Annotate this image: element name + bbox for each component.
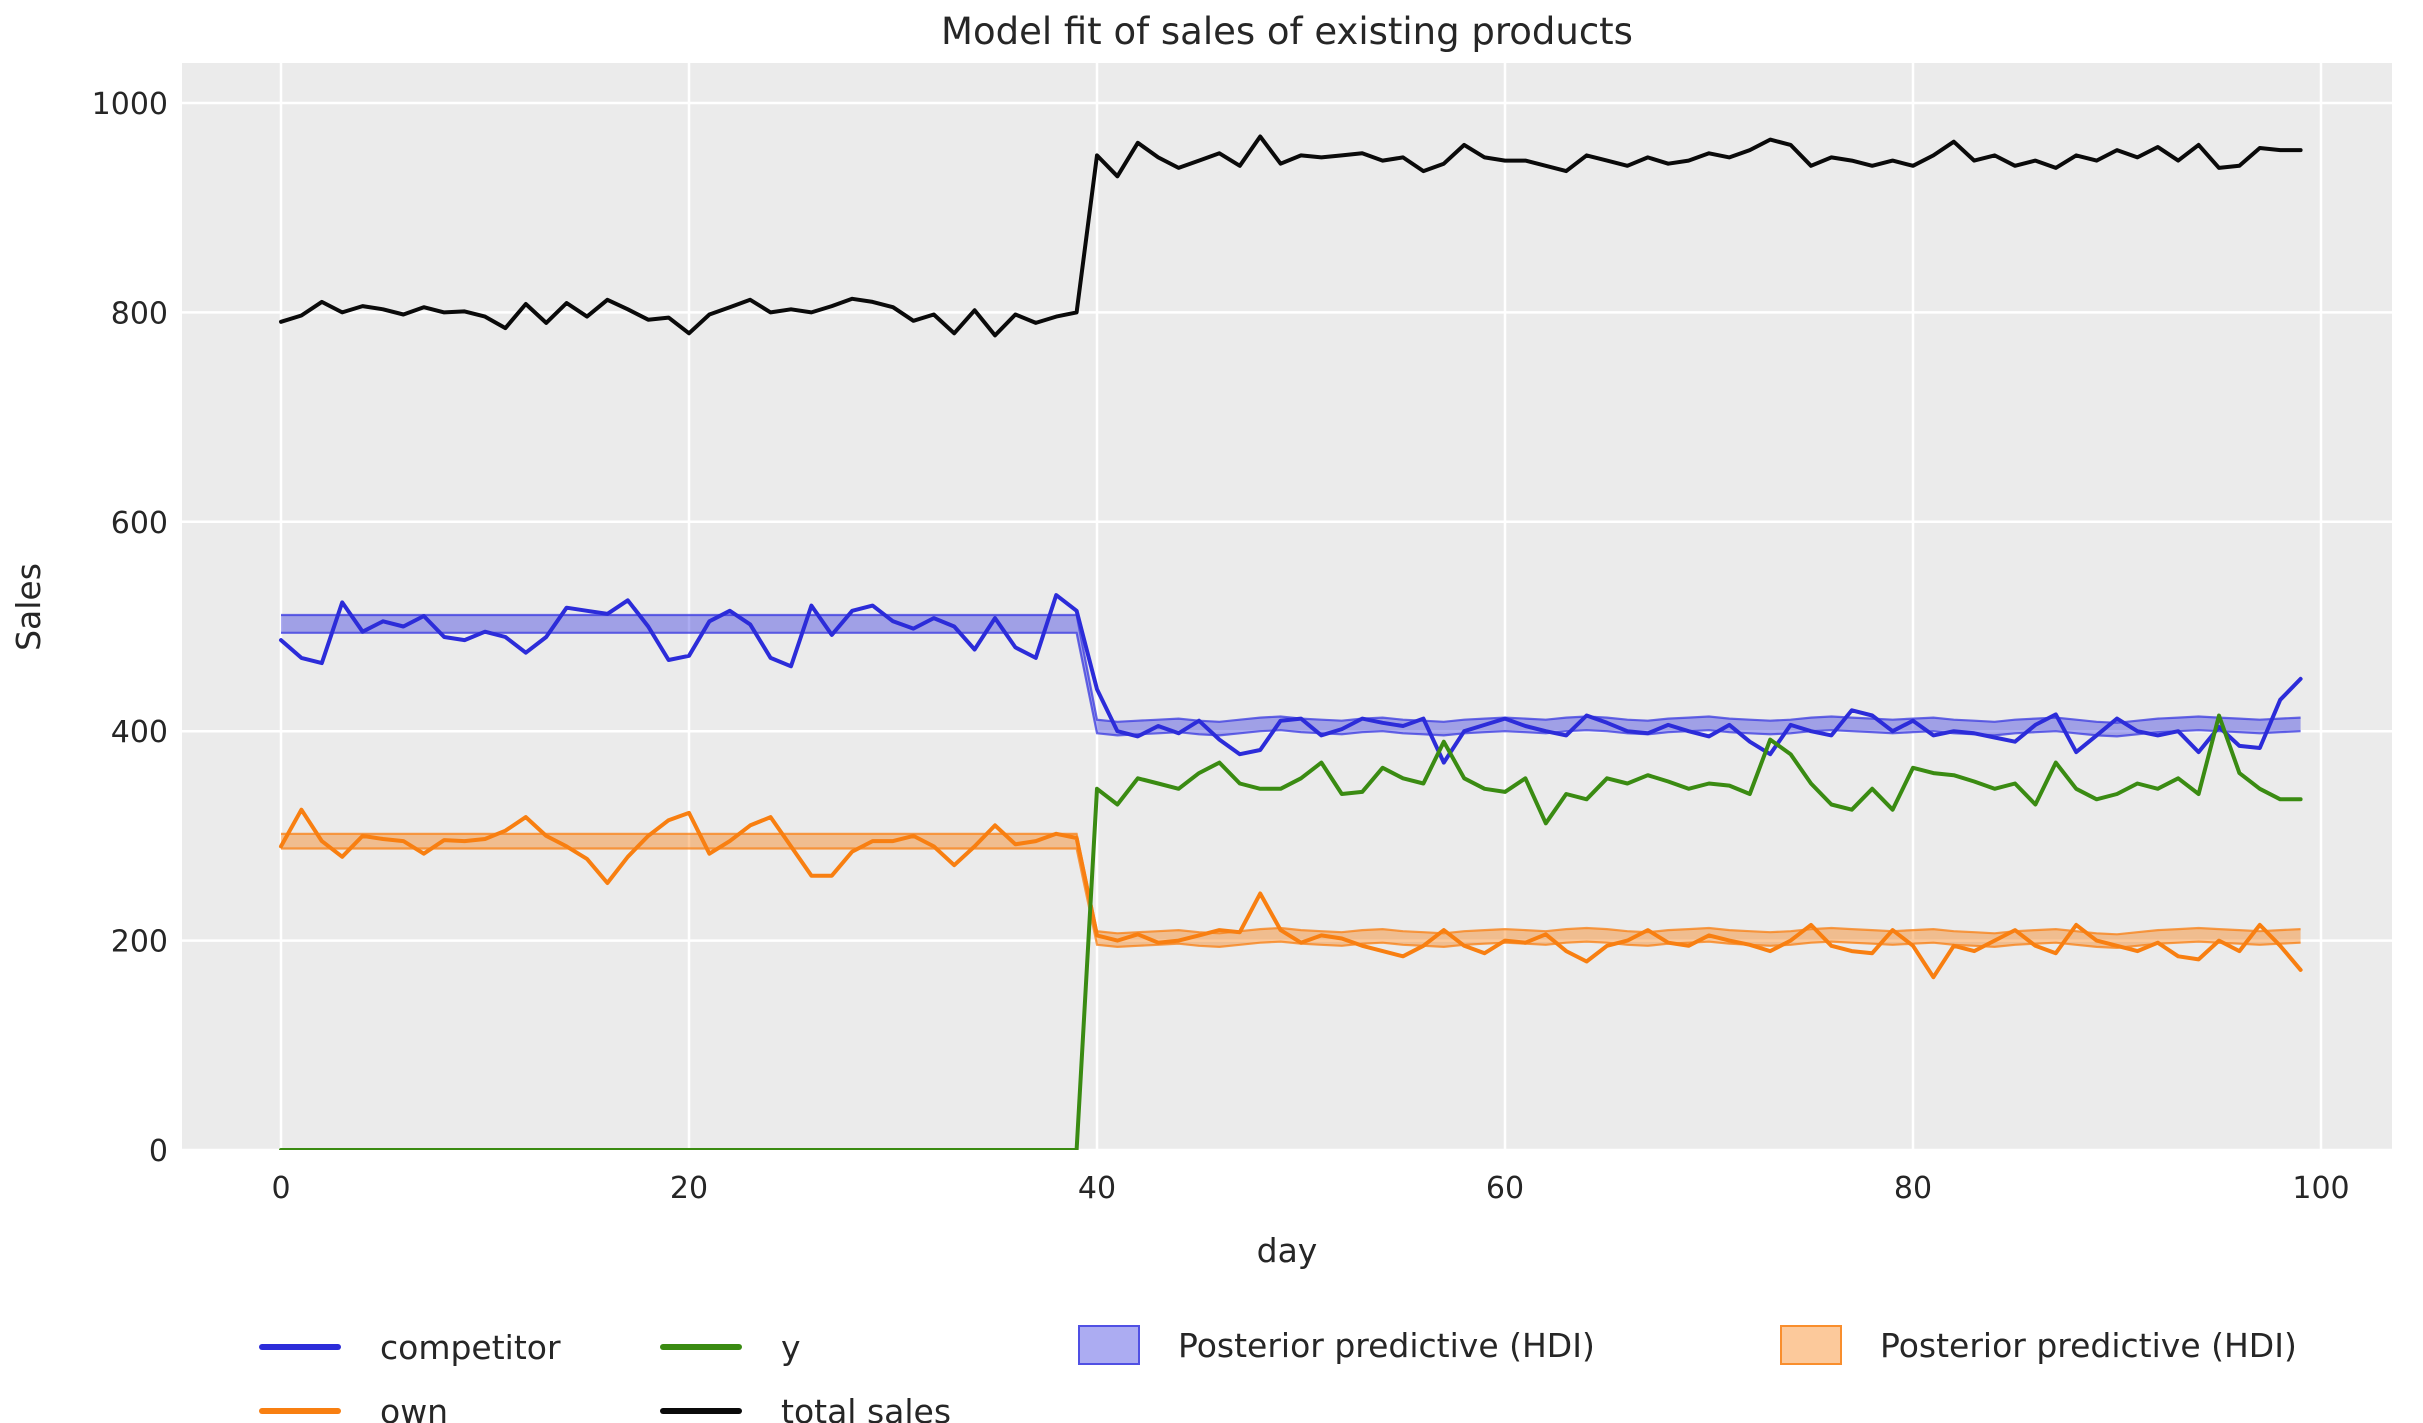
series-line-own (279, 807, 2303, 980)
x-tick-80: 80 (1894, 1171, 1932, 1206)
chart-title: Model fit of sales of existing products (941, 10, 1633, 53)
x-tick-40: 40 (1078, 1171, 1116, 1206)
tick-labels: 0 200 400 600 800 1000 0 20 40 60 80 100 (92, 87, 2350, 1206)
series-line-total-sales (279, 134, 2303, 338)
x-axis-label: day (1257, 1231, 1318, 1270)
plot-background (182, 63, 2392, 1150)
hdi-band-competitor-hi-edge (281, 613, 2301, 724)
y-tick-600: 600 (111, 506, 168, 541)
x-tick-100: 100 (2292, 1171, 2349, 1206)
y-axis-label: Sales (9, 563, 48, 651)
x-tick-60: 60 (1486, 1171, 1524, 1206)
y-tick-800: 800 (111, 296, 168, 331)
y-tick-200: 200 (111, 925, 168, 960)
y-tick-1000: 1000 (92, 87, 168, 122)
hdi-band-own-lo-edge (281, 847, 2301, 950)
plot-data-layer (279, 134, 2303, 1150)
hdi-band-own (281, 833, 2301, 948)
hdi-band-competitor (281, 615, 2301, 737)
series-line-competitor (279, 593, 2303, 765)
chart-layers: 0 200 400 600 800 1000 0 20 40 60 80 100 (92, 63, 2392, 1206)
y-tick-400: 400 (111, 715, 168, 750)
x-tick-0: 0 (271, 1171, 290, 1206)
series-line-y (279, 713, 2303, 1150)
x-tick-20: 20 (670, 1171, 708, 1206)
y-tick-0: 0 (149, 1134, 168, 1169)
hdi-band-own-hi-edge (281, 832, 2301, 936)
